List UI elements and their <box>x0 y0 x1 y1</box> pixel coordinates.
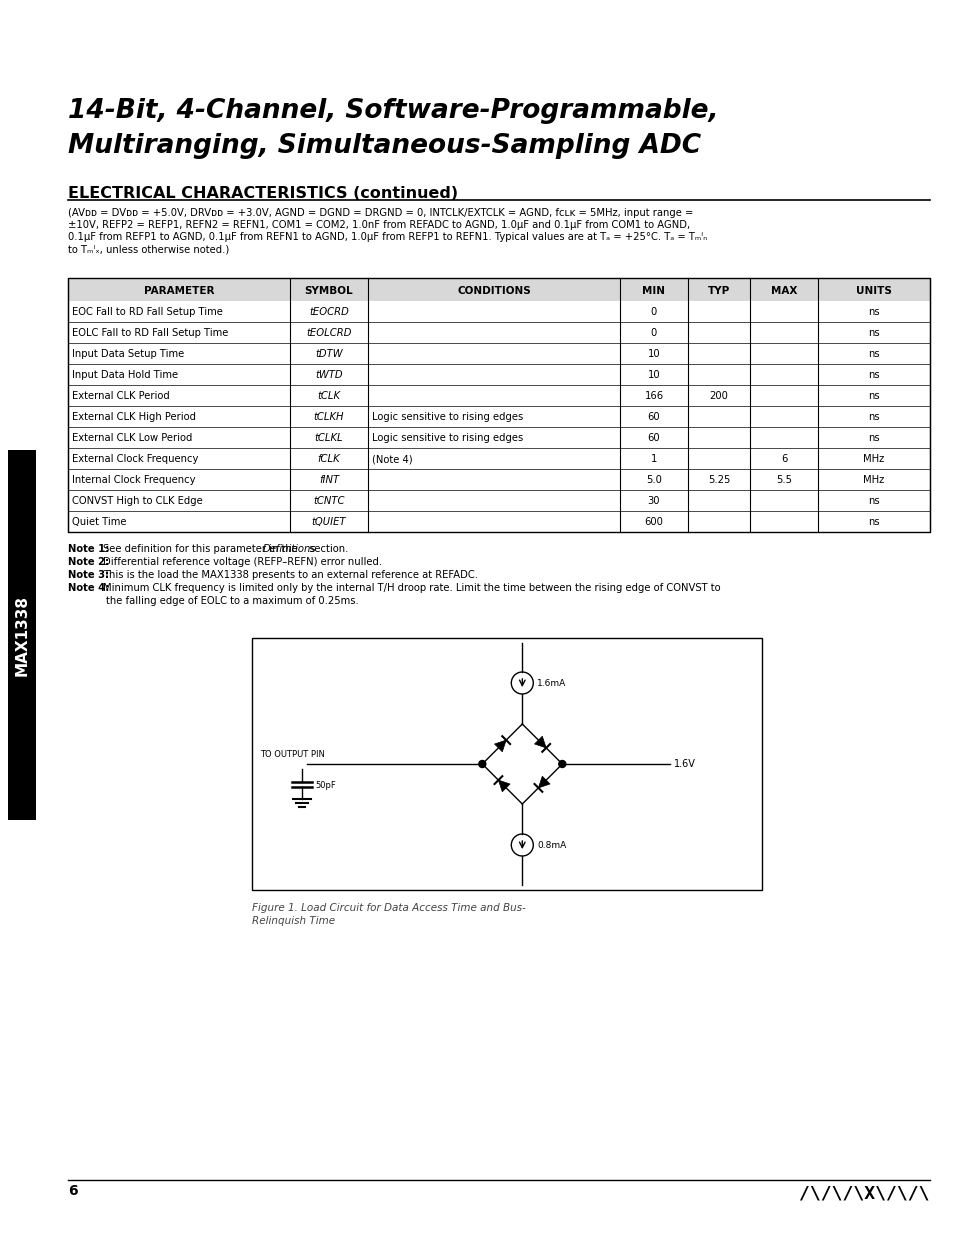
Text: ns: ns <box>867 329 879 338</box>
Text: ns: ns <box>867 391 879 401</box>
Text: 600: 600 <box>644 517 662 527</box>
Text: 6: 6 <box>68 1184 77 1198</box>
Text: Logic sensitive to rising edges: Logic sensitive to rising edges <box>372 433 522 443</box>
Text: Note 2:: Note 2: <box>68 557 112 567</box>
Polygon shape <box>494 740 506 752</box>
Text: TYP: TYP <box>707 285 729 295</box>
Text: MHz: MHz <box>862 475 883 485</box>
Polygon shape <box>534 736 546 748</box>
Text: tCLKH: tCLKH <box>314 412 344 422</box>
Text: Input Data Hold Time: Input Data Hold Time <box>71 370 178 380</box>
Text: 166: 166 <box>644 391 663 401</box>
Text: ns: ns <box>867 370 879 380</box>
Text: CONVST High to CLK Edge: CONVST High to CLK Edge <box>71 496 203 506</box>
Text: tEOLCRD: tEOLCRD <box>306 329 352 338</box>
Text: tWTD: tWTD <box>314 370 342 380</box>
Text: 200: 200 <box>709 391 728 401</box>
Text: Multiranging, Simultaneous-Sampling ADC: Multiranging, Simultaneous-Sampling ADC <box>68 133 700 159</box>
Text: 0: 0 <box>650 308 657 317</box>
Text: tQUIET: tQUIET <box>312 517 346 527</box>
Text: 14-Bit, 4-Channel, Software-Programmable,: 14-Bit, 4-Channel, Software-Programmable… <box>68 98 718 124</box>
Text: PARAMETER: PARAMETER <box>144 285 214 295</box>
Text: Note 3:: Note 3: <box>68 571 112 580</box>
Text: ns: ns <box>867 496 879 506</box>
Text: UNITS: UNITS <box>855 285 891 295</box>
Text: This is the load the MAX1338 presents to an external reference at REFADC.: This is the load the MAX1338 presents to… <box>103 571 477 580</box>
Text: /\/\/\X\/\/\: /\/\/\X\/\/\ <box>799 1184 929 1202</box>
Text: EOLC Fall to RD Fall Setup Time: EOLC Fall to RD Fall Setup Time <box>71 329 228 338</box>
Text: Logic sensitive to rising edges: Logic sensitive to rising edges <box>372 412 522 422</box>
Text: Minimum CLK frequency is limited only by the internal T/H droop rate. Limit the : Minimum CLK frequency is limited only by… <box>103 583 720 593</box>
Text: Definitions: Definitions <box>262 543 316 555</box>
Bar <box>68 278 929 301</box>
Text: (Note 4): (Note 4) <box>372 454 413 464</box>
Text: tCNTC: tCNTC <box>313 496 344 506</box>
Text: 1.6V: 1.6V <box>674 760 696 769</box>
Text: ns: ns <box>867 350 879 359</box>
Text: CONDITIONS: CONDITIONS <box>456 285 530 295</box>
Text: 30: 30 <box>647 496 659 506</box>
Text: 0: 0 <box>650 329 657 338</box>
Text: Note 4:: Note 4: <box>68 583 112 593</box>
Text: ns: ns <box>867 517 879 527</box>
Text: tCLK: tCLK <box>317 391 340 401</box>
Text: ns: ns <box>867 308 879 317</box>
Text: See definition for this parameter in the: See definition for this parameter in the <box>103 543 300 555</box>
Text: tEOCRD: tEOCRD <box>309 308 349 317</box>
Text: fCLK: fCLK <box>317 454 340 464</box>
Text: External Clock Frequency: External Clock Frequency <box>71 454 198 464</box>
Bar <box>8 450 36 820</box>
Text: SYMBOL: SYMBOL <box>304 285 353 295</box>
Text: 60: 60 <box>647 412 659 422</box>
Text: Input Data Setup Time: Input Data Setup Time <box>71 350 184 359</box>
Text: fINT: fINT <box>318 475 338 485</box>
Text: MHz: MHz <box>862 454 883 464</box>
Text: 5.25: 5.25 <box>707 475 729 485</box>
Text: 1: 1 <box>650 454 657 464</box>
Circle shape <box>558 761 565 767</box>
Text: Internal Clock Frequency: Internal Clock Frequency <box>71 475 195 485</box>
Text: 0.1μF from REFP1 to AGND, 0.1μF from REFN1 to AGND, 1.0μF from REFP1 to REFN1. T: 0.1μF from REFP1 to AGND, 0.1μF from REF… <box>68 232 706 242</box>
Bar <box>252 638 761 890</box>
Text: MAX: MAX <box>770 285 797 295</box>
Text: Differential reference voltage (REFP–REFN) error nulled.: Differential reference voltage (REFP–REF… <box>103 557 381 567</box>
Text: tCLKL: tCLKL <box>314 433 343 443</box>
Text: ELECTRICAL CHARACTERISTICS (continued): ELECTRICAL CHARACTERISTICS (continued) <box>68 186 457 201</box>
Text: External CLK High Period: External CLK High Period <box>71 412 195 422</box>
Text: to Tₘᴵₓ, unless otherwise noted.): to Tₘᴵₓ, unless otherwise noted.) <box>68 245 229 254</box>
Text: External CLK Period: External CLK Period <box>71 391 170 401</box>
Text: 10: 10 <box>647 350 659 359</box>
Polygon shape <box>537 777 550 788</box>
Text: 1.6mA: 1.6mA <box>537 678 566 688</box>
Text: (AVᴅᴅ = DVᴅᴅ = +5.0V, DRVᴅᴅ = +3.0V, AGND = DGND = DRGND = 0, INTCLK/EXTCLK = AG: (AVᴅᴅ = DVᴅᴅ = +5.0V, DRVᴅᴅ = +3.0V, AGN… <box>68 207 693 219</box>
Text: 10: 10 <box>647 370 659 380</box>
Text: Note 1:: Note 1: <box>68 543 112 555</box>
Text: EOC Fall to RD Fall Setup Time: EOC Fall to RD Fall Setup Time <box>71 308 223 317</box>
Text: TO OUTPUT PIN: TO OUTPUT PIN <box>260 750 325 760</box>
Text: the falling edge of EOLC to a maximum of 0.25ms.: the falling edge of EOLC to a maximum of… <box>106 597 358 606</box>
Text: MIN: MIN <box>641 285 665 295</box>
Text: External CLK Low Period: External CLK Low Period <box>71 433 193 443</box>
Circle shape <box>478 761 485 767</box>
Text: 5.5: 5.5 <box>775 475 791 485</box>
Text: ±10V, REFP2 = REFP1, REFN2 = REFN1, COM1 = COM2, 1.0nF from REFADC to AGND, 1.0μ: ±10V, REFP2 = REFP1, REFN2 = REFN1, COM1… <box>68 220 689 230</box>
Text: ns: ns <box>867 433 879 443</box>
Text: MAX1338: MAX1338 <box>14 594 30 676</box>
Text: 6: 6 <box>780 454 786 464</box>
Bar <box>68 278 929 532</box>
Text: 0.8mA: 0.8mA <box>537 841 566 850</box>
Polygon shape <box>497 781 510 792</box>
Text: tDTW: tDTW <box>314 350 342 359</box>
Text: 50pF: 50pF <box>314 781 335 789</box>
Text: section.: section. <box>305 543 348 555</box>
Text: 5.0: 5.0 <box>645 475 661 485</box>
Text: Figure 1. Load Circuit for Data Access Time and Bus-
Relinquish Time: Figure 1. Load Circuit for Data Access T… <box>252 903 525 926</box>
Text: ns: ns <box>867 412 879 422</box>
Text: 60: 60 <box>647 433 659 443</box>
Text: Quiet Time: Quiet Time <box>71 517 127 527</box>
